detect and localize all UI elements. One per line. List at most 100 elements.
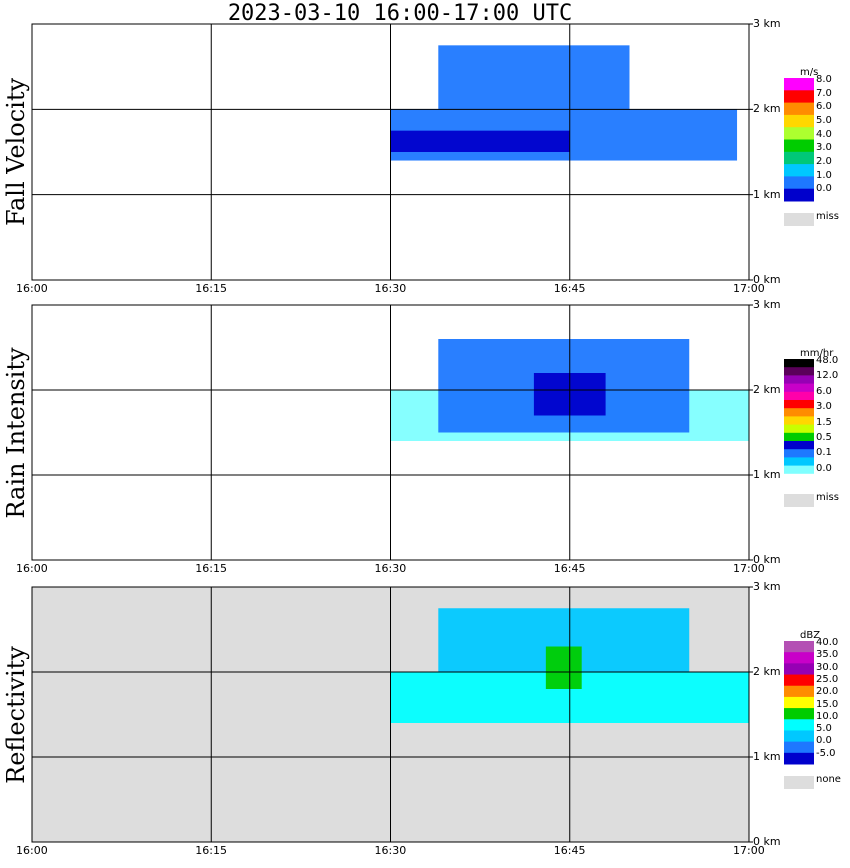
fall-velocity-legend-label: 5.0 — [816, 115, 832, 126]
chart-title: 2023-03-10 16:00-17:00 UTC — [227, 1, 573, 26]
fall-velocity-x-tick-label: 17:00 — [733, 282, 765, 295]
rain-intensity-legend-swatch — [784, 449, 814, 458]
rain-intensity-legend-label: 3.0 — [816, 401, 832, 413]
rain-intensity-legend-swatch — [784, 359, 814, 368]
reflectivity-legend-label: 25.0 — [816, 673, 839, 685]
reflectivity-frame — [31, 586, 750, 843]
reflectivity-legend-label: 35.0 — [816, 649, 839, 661]
rain-intensity-x-tick-label: 16:30 — [374, 562, 407, 575]
fall-velocity-x-tick-label: 16:45 — [553, 282, 586, 295]
reflectivity-y-tick-label: 0 km — [753, 835, 781, 848]
fall-velocity-echo-region — [438, 45, 630, 110]
rain-intensity-y-tick-label: 3 km — [753, 298, 781, 311]
rain-intensity-legend-label: 0.1 — [816, 447, 832, 459]
reflectivity-y-tick-label: 3 km — [753, 580, 781, 593]
reflectivity-x-tick-label: 16:45 — [553, 844, 586, 857]
reflectivity-legend-swatch — [784, 663, 814, 676]
reflectivity-legend-swatch — [784, 730, 814, 743]
fall-velocity-legend-swatch — [784, 127, 814, 140]
reflectivity-legend-swatch — [784, 708, 814, 720]
reflectivity-legend-swatch — [784, 741, 814, 754]
rain-intensity-legend-swatch — [784, 424, 814, 434]
fall-velocity-legend-unit: m/s — [800, 67, 819, 78]
rain-intensity-legend-unit: mm/hr — [800, 348, 834, 359]
rain-intensity-legend-swatch — [784, 408, 814, 417]
rain-intensity-legend-swatch — [784, 400, 814, 409]
reflectivity-y-tick-label: 1 km — [753, 750, 781, 763]
fall-velocity-x-tick-label: 16:15 — [195, 282, 227, 295]
rain-intensity-legend-swatch — [784, 432, 814, 442]
rain-intensity-legend-label: 12.0 — [816, 370, 839, 382]
fall-velocity-legend-miss-label: miss — [816, 211, 839, 222]
fall-velocity-frame — [31, 23, 750, 281]
rain-intensity-legend-swatch — [784, 416, 814, 426]
rain-intensity-legend-miss-label: miss — [816, 492, 839, 503]
fall-velocity-legend-label: 0.0 — [816, 183, 832, 195]
rain-intensity-legend-label: 6.0 — [816, 385, 832, 397]
reflectivity-legend-label: 5.0 — [816, 723, 832, 735]
fall-velocity-legend-swatch — [784, 114, 814, 128]
rain-intensity-legend-swatch — [784, 465, 814, 475]
reflectivity-legend-swatch — [784, 674, 814, 687]
fall-velocity-legend-label: 7.0 — [816, 87, 832, 99]
reflectivity-panel-label: Reflectivity — [2, 645, 30, 784]
rain-intensity-legend-swatch — [784, 383, 814, 393]
fall-velocity-legend-label: 3.0 — [816, 142, 832, 154]
fall-velocity-legend-swatch — [784, 188, 814, 202]
reflectivity-x-tick-label: 16:00 — [16, 844, 48, 857]
fall-velocity-x-tick-label: 16:30 — [374, 282, 407, 295]
reflectivity-legend-label: 20.0 — [816, 686, 839, 698]
fall-velocity-echo-region — [390, 130, 570, 152]
reflectivity-legend-label: -5.0 — [816, 747, 836, 759]
reflectivity-legend-label: 10.0 — [816, 710, 839, 722]
fall-velocity-legend-swatch — [784, 102, 814, 116]
fall-velocity-legend-swatch — [784, 176, 814, 190]
rain-intensity-legend-label: 48.0 — [816, 355, 839, 366]
fall-velocity-legend-swatch — [784, 151, 814, 165]
reflectivity-legend-label: 30.0 — [816, 661, 839, 673]
reflectivity-legend-swatch — [784, 752, 814, 765]
rain-intensity-legend-miss-swatch — [784, 494, 814, 507]
rain-intensity-legend-label: 0.0 — [816, 462, 832, 474]
fall-velocity-panel-label: Fall Velocity — [2, 77, 30, 227]
reflectivity-legend-swatch — [784, 641, 814, 653]
rain-intensity-legend-swatch — [784, 441, 814, 450]
rain-intensity-x-tick-label: 16:00 — [16, 562, 48, 575]
rain-intensity-x-tick-label: 16:45 — [553, 562, 586, 575]
fall-velocity-legend-swatch — [784, 139, 814, 153]
rain-intensity-legend-label: 1.5 — [816, 416, 832, 428]
fall-velocity-x-tick-label: 16:00 — [16, 282, 48, 295]
fall-velocity-y-tick-label: 1 km — [753, 187, 781, 201]
rain-intensity-y-tick-label: 2 km — [753, 383, 781, 396]
fall-velocity-legend-miss-swatch — [784, 213, 814, 226]
reflectivity-legend-label: 40.0 — [816, 637, 839, 648]
reflectivity-legend-label: 15.0 — [816, 698, 839, 710]
rain-intensity-y-tick-label: 1 km — [753, 468, 781, 481]
reflectivity-x-tick-label: 16:30 — [374, 844, 407, 857]
fall-velocity-legend-swatch — [784, 78, 814, 91]
reflectivity-legend-swatch — [784, 652, 814, 664]
rain-intensity-frame — [31, 304, 750, 561]
rain-intensity-legend-swatch — [784, 457, 814, 467]
reflectivity-x-tick-label: 16:15 — [195, 844, 227, 857]
reflectivity-legend-unit: dBZ — [800, 630, 821, 641]
rain-intensity-legend-swatch — [784, 391, 814, 401]
reflectivity-legend-swatch — [784, 696, 814, 709]
rain-intensity-legend-swatch — [784, 375, 814, 385]
rain-intensity-x-tick-label: 17:00 — [733, 562, 765, 575]
reflectivity-legend-swatch — [784, 685, 814, 698]
reflectivity-echo-region — [545, 646, 582, 689]
reflectivity-legend-label: 0.0 — [816, 735, 832, 747]
fall-velocity-legend-label: 2.0 — [816, 156, 832, 167]
fall-velocity-legend-label: 4.0 — [816, 128, 832, 140]
fall-velocity-legend-swatch — [784, 90, 814, 104]
fall-velocity-legend-label: 8.0 — [816, 74, 832, 85]
fall-velocity-legend-swatch — [784, 164, 814, 177]
rain-intensity-x-tick-label: 16:15 — [195, 562, 227, 575]
rain-intensity-legend-swatch — [784, 367, 814, 376]
reflectivity-legend-miss-label: none — [816, 774, 841, 785]
fall-velocity-y-tick-label: 3 km — [753, 17, 781, 30]
reflectivity-x-tick-label: 17:00 — [733, 844, 765, 857]
fall-velocity-legend-label: 6.0 — [816, 101, 832, 113]
rain-intensity-legend-swatch — [784, 473, 814, 483]
